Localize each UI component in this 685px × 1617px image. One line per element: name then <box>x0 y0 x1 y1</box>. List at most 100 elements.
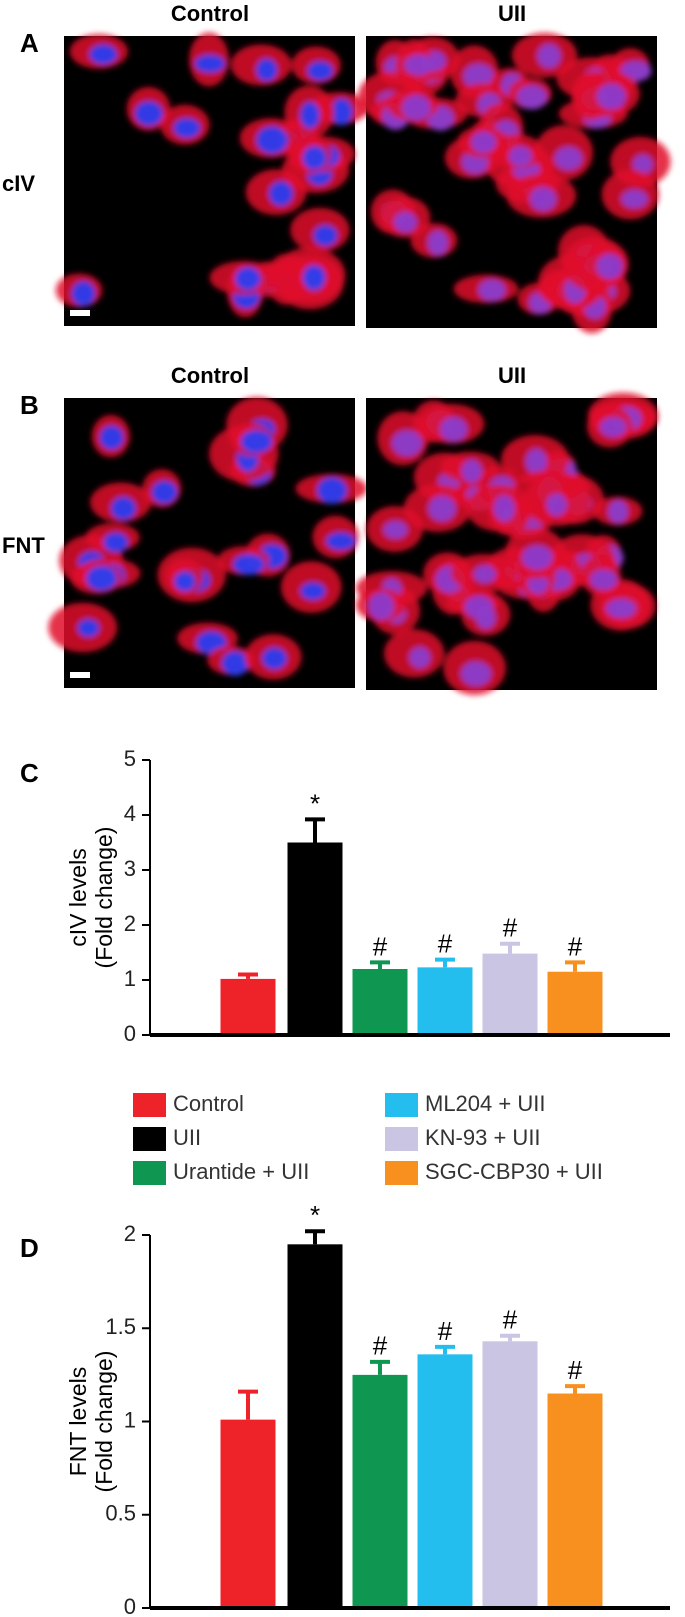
panel-label: B <box>20 390 39 420</box>
column-title: UII <box>498 1 526 26</box>
y-axis-label: (Fold change) <box>91 827 117 969</box>
row-label: cIV <box>2 171 35 196</box>
legend-swatch <box>133 1093 166 1117</box>
significance-marker: # <box>373 931 388 961</box>
legend-swatch <box>133 1127 166 1151</box>
nucleus <box>525 448 548 475</box>
micrograph <box>358 32 671 334</box>
nucleus <box>221 650 249 676</box>
legend-swatch <box>385 1093 418 1117</box>
legend-swatch <box>133 1161 166 1185</box>
significance-marker: # <box>568 931 583 961</box>
nucleus <box>391 429 423 457</box>
nucleus <box>401 94 431 121</box>
cells <box>355 392 659 696</box>
panel-label: C <box>20 758 39 788</box>
nucleus <box>134 100 164 127</box>
nucleus <box>462 63 495 90</box>
significance-marker: * <box>310 788 320 818</box>
nucleus <box>428 495 457 522</box>
significance-marker: # <box>373 1331 388 1361</box>
significance-marker: # <box>438 929 453 959</box>
nucleus <box>470 131 497 154</box>
nucleus <box>464 595 494 619</box>
micrograph <box>55 32 369 326</box>
column-title: UII <box>498 363 526 388</box>
scale-bar <box>70 672 90 678</box>
cells <box>358 32 671 334</box>
nucleus <box>478 279 506 302</box>
nucleus <box>427 230 449 256</box>
nucleus <box>255 58 278 82</box>
nucleus <box>632 154 654 175</box>
nucleus <box>194 54 226 73</box>
panel-label: A <box>20 28 39 58</box>
nucleus <box>546 493 567 517</box>
nucleus <box>174 571 196 592</box>
nucleus <box>404 54 434 76</box>
nucleus <box>460 661 492 687</box>
legend-label: Control <box>173 1091 244 1116</box>
nucleus <box>521 544 553 570</box>
nucleus <box>383 520 408 539</box>
nucleus <box>529 186 557 212</box>
bar <box>287 842 343 1035</box>
nucleus <box>516 84 548 110</box>
significance-marker: * <box>310 1200 320 1230</box>
nucleus <box>302 145 327 171</box>
y-tick-label: 0.5 <box>105 1501 136 1526</box>
nucleus <box>325 532 356 551</box>
nucleus <box>71 280 96 307</box>
nucleus <box>232 553 265 575</box>
nucleus <box>537 43 562 69</box>
legend-label: KN-93 + UII <box>425 1125 541 1150</box>
y-tick-label: 1 <box>124 1407 136 1432</box>
nucleus <box>408 646 431 669</box>
nucleus <box>599 416 627 438</box>
nucleus <box>589 569 618 591</box>
significance-marker: # <box>438 1316 453 1346</box>
bar <box>220 1419 276 1608</box>
nucleus <box>173 117 201 139</box>
bar <box>220 978 276 1035</box>
row-label: FNT <box>2 533 45 558</box>
legend-swatch <box>385 1127 418 1151</box>
legend-label: Urantide + UII <box>173 1159 309 1184</box>
nucleus <box>493 494 516 522</box>
y-axis-label: cIV levels <box>65 848 91 946</box>
nucleus <box>240 429 273 454</box>
y-tick-label: 2 <box>124 1221 136 1246</box>
nucleus <box>103 532 129 553</box>
nucleus <box>77 618 100 638</box>
nucleus <box>313 224 338 247</box>
nucleus <box>439 416 468 442</box>
y-tick-label: 5 <box>124 746 136 771</box>
bar <box>417 1354 473 1608</box>
micrograph <box>48 397 368 688</box>
nucleus <box>234 266 261 291</box>
nucleus <box>368 592 394 621</box>
significance-marker: # <box>503 1305 518 1335</box>
cells <box>55 32 369 318</box>
nucleus <box>461 459 483 483</box>
nucleus <box>261 647 288 670</box>
y-tick-label: 4 <box>124 801 136 826</box>
y-tick-label: 1 <box>124 966 136 991</box>
nucleus <box>307 60 334 81</box>
nucleus <box>268 181 294 207</box>
legend-label: ML204 + UII <box>425 1091 545 1116</box>
y-axis-label: (Fold change) <box>91 1351 117 1493</box>
scale-bar <box>70 310 90 316</box>
legend-label: SGC-CBP30 + UII <box>425 1159 603 1184</box>
nucleus <box>393 211 418 233</box>
nucleus <box>302 264 326 291</box>
y-tick-label: 2 <box>124 911 136 936</box>
nucleus <box>151 480 178 504</box>
y-axis-label: FNT levels <box>65 1367 91 1477</box>
bar <box>352 1374 408 1608</box>
significance-marker: # <box>503 913 518 943</box>
nucleus <box>300 582 326 601</box>
micrograph <box>355 392 659 696</box>
nucleus <box>554 146 583 171</box>
